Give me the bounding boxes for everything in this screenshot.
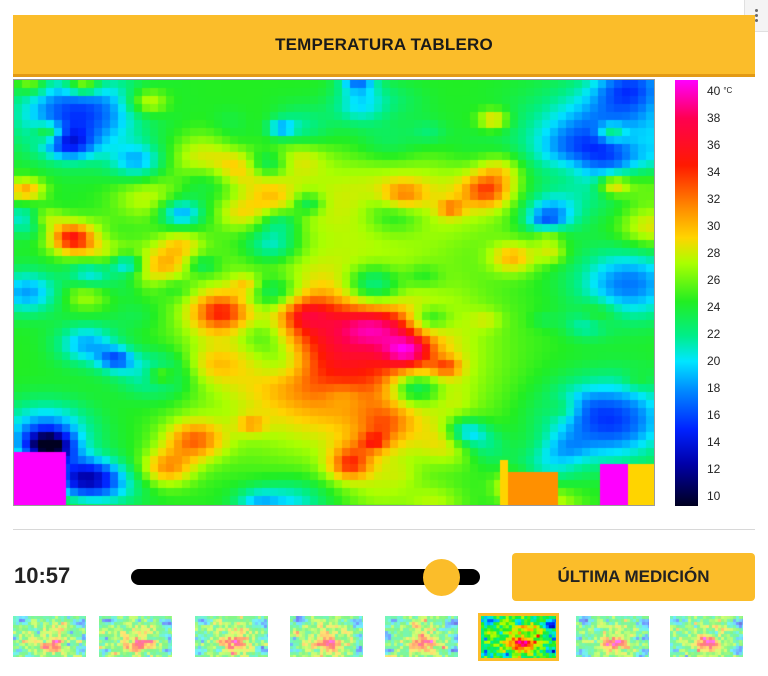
colorbar-tick-label: 34 — [707, 165, 721, 179]
time-slider[interactable] — [131, 569, 480, 585]
colorbar-tick-label: 26 — [707, 273, 721, 287]
colorbar-tick-label: 16 — [707, 408, 721, 422]
colorbar-tick-label: 22 — [707, 327, 721, 341]
thumbnail-heatmap — [481, 616, 556, 658]
colorbar-tick-label: 10 — [707, 489, 721, 503]
thumbnail-heatmap — [670, 616, 743, 657]
colorbar-tick-label: 38 — [707, 111, 721, 125]
colorbar-tick-label: 20 — [707, 354, 721, 368]
page-title: TEMPERATURA TABLERO — [275, 34, 493, 54]
thermal-heatmap — [13, 79, 655, 506]
thumbnail-heatmap — [195, 616, 268, 657]
history-thumbnail[interactable] — [195, 616, 268, 657]
colorbar-tick-label: 24 — [707, 300, 721, 314]
title-bar: TEMPERATURA TABLERO — [13, 15, 755, 77]
history-thumbnail[interactable] — [99, 616, 172, 657]
colorbar-unit: °C — [723, 86, 733, 95]
divider — [13, 529, 755, 530]
history-thumbnail[interactable] — [290, 616, 363, 657]
temperature-colorbar — [675, 80, 698, 506]
colorbar-tick-label: 28 — [707, 246, 721, 260]
history-thumbnail[interactable] — [576, 616, 649, 657]
history-thumbnail[interactable] — [13, 616, 86, 657]
thumbnail-heatmap — [576, 616, 649, 657]
history-thumbnail[interactable] — [670, 616, 743, 657]
thumbnail-heatmap — [99, 616, 172, 657]
thumbnail-heatmap — [290, 616, 363, 657]
history-thumbnails — [13, 613, 755, 661]
history-thumbnail[interactable] — [478, 613, 559, 661]
thumbnail-heatmap — [385, 616, 458, 657]
thumbnail-heatmap — [13, 616, 86, 657]
history-thumbnail[interactable] — [385, 616, 458, 657]
colorbar-tick-label: 32 — [707, 192, 721, 206]
measurement-time: 10:57 — [14, 563, 71, 588]
colorbar-tick-label: 30 — [707, 219, 721, 233]
latest-measurement-button[interactable]: ÚLTIMA MEDICIÓN — [512, 553, 755, 601]
colorbar-tick-label: 12 — [707, 462, 721, 476]
thermal-heatmap-canvas — [14, 80, 654, 505]
colorbar-tick-label: 36 — [707, 138, 721, 152]
colorbar-tick-label: 18 — [707, 381, 721, 395]
colorbar-tick-label: 40 °C — [707, 84, 733, 98]
colorbar-labels: 40 °C 38 36 34 32 30 28 26 24 22 20 18 16 14 12 10 — [707, 80, 757, 506]
time-slider-handle[interactable] — [423, 559, 460, 596]
colorbar-tick-label: 14 — [707, 435, 721, 449]
